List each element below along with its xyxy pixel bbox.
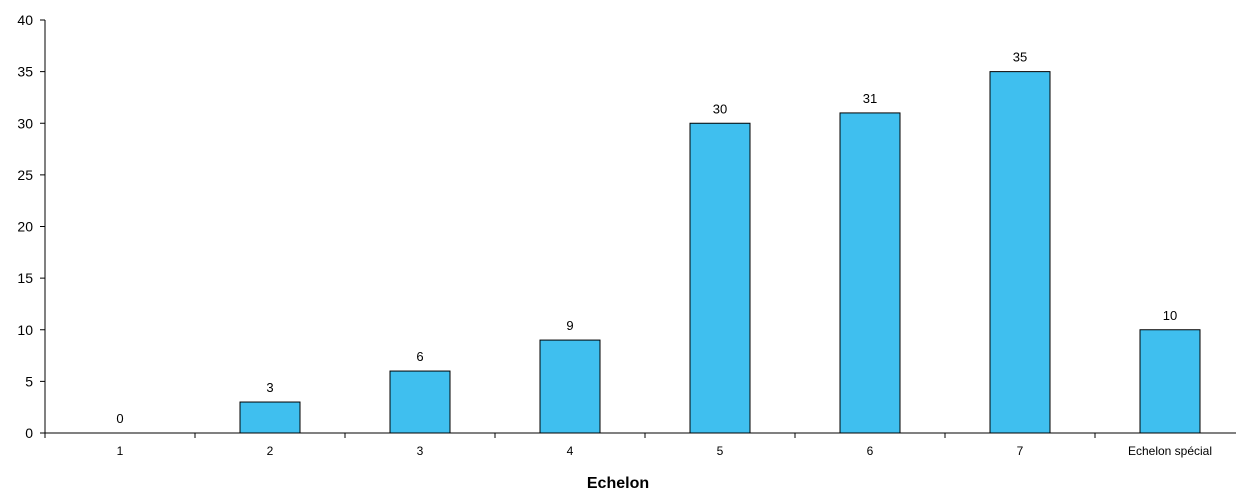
bar [989, 71, 1051, 434]
x-category-label: 4 [567, 444, 574, 458]
x-category-label: 3 [417, 444, 424, 458]
data-labels: 0 3 6 9 30 31 35 10 [116, 50, 1177, 426]
y-axis: 0 5 10 15 20 25 30 35 40 [17, 12, 46, 441]
bar-value-label: 3 [266, 380, 273, 395]
bar-value-label: 0 [116, 411, 123, 426]
bar-value-label: 35 [1013, 50, 1027, 65]
x-category-label: Echelon spécial [1128, 444, 1212, 458]
y-tick-label: 10 [17, 322, 33, 338]
bar-value-label: 10 [1163, 308, 1177, 323]
bar-value-label: 31 [863, 91, 877, 106]
y-tick-label: 20 [17, 219, 33, 235]
y-tick-label: 40 [17, 12, 33, 28]
bar [839, 112, 901, 434]
x-category-label: 6 [867, 444, 874, 458]
bar [239, 401, 301, 434]
x-category-label: 5 [717, 444, 724, 458]
bar [539, 339, 601, 434]
y-tick-label: 0 [25, 425, 33, 441]
x-category-label: 2 [267, 444, 274, 458]
y-tick-label: 35 [17, 64, 33, 80]
y-tick-label: 5 [25, 373, 33, 389]
y-tick-label: 15 [17, 270, 33, 286]
bar [689, 122, 751, 434]
bar-value-label: 9 [566, 318, 573, 333]
y-tick-label: 25 [17, 167, 33, 183]
bar-value-label: 30 [713, 101, 727, 116]
bars [239, 71, 1201, 434]
bar-value-label: 6 [416, 349, 423, 364]
bar [389, 370, 451, 434]
x-category-label: 7 [1017, 444, 1024, 458]
bar [1139, 329, 1201, 434]
x-axis: 1 2 3 4 5 6 7 Echelon spécial [44, 432, 1236, 458]
y-tick-label: 30 [17, 115, 33, 131]
x-category-label: 1 [117, 444, 124, 458]
x-axis-title: Echelon [587, 475, 649, 492]
